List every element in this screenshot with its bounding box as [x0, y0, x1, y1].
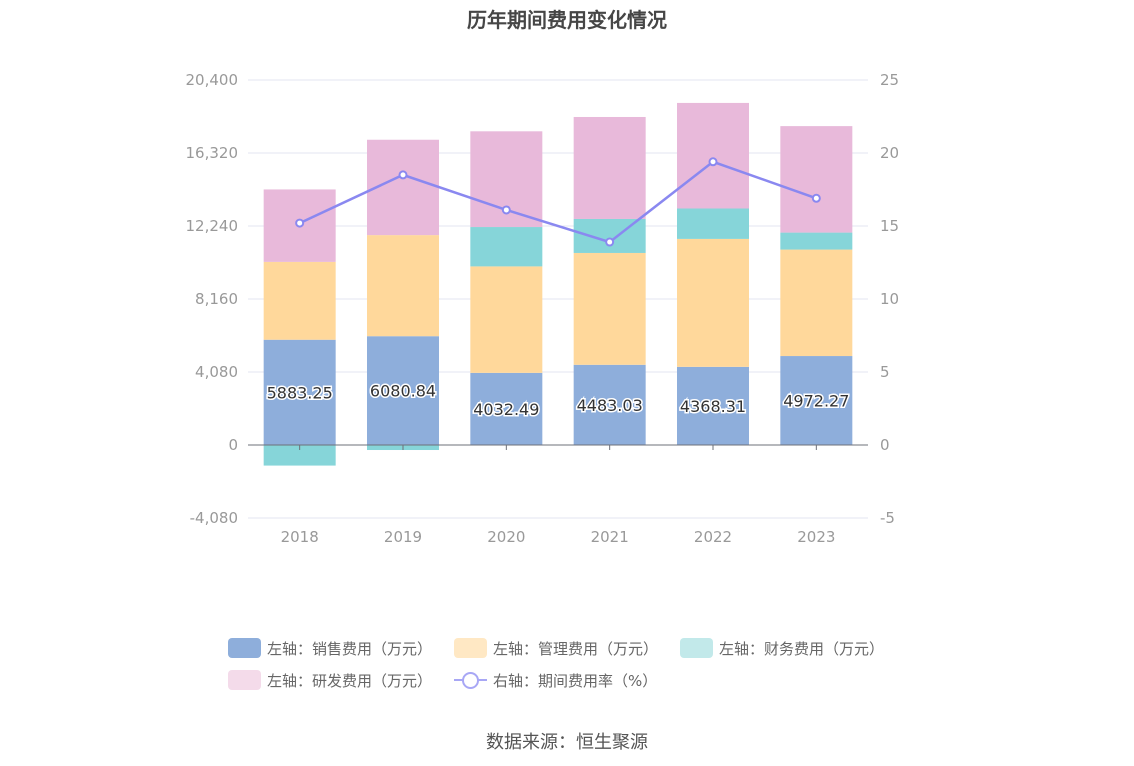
right-axis-tick-label: -5: [880, 509, 895, 527]
data-source-note: 数据来源：恒生聚源: [486, 732, 648, 753]
bar-admin-2021: [573, 252, 646, 365]
legend-item-finance[interactable]: 左轴：财务费用（万元）: [680, 638, 884, 659]
left-axis-tick-label: -4,080: [190, 509, 238, 527]
legend: 左轴：销售费用（万元） 左轴：管理费用（万元） 左轴：财务费用（万元） 左轴：研…: [228, 632, 928, 696]
expense-ratio-point: [811, 193, 821, 203]
bar-finance-2022: [677, 208, 749, 239]
bar-data-label: 4972.27: [783, 392, 849, 411]
bar-admin-2018: [263, 261, 336, 340]
bar-sales-2021: [573, 364, 646, 445]
bar-data-label: 4483.03: [577, 396, 643, 415]
legend-swatch-admin: [454, 638, 488, 658]
right-axis-tick-label: 20: [880, 144, 899, 162]
left-axis-tick-label: 4,080: [195, 363, 238, 381]
x-axis-tick-label: 2023: [797, 528, 835, 546]
legend-swatch-finance: [680, 638, 714, 658]
x-axis-tick-label: 2018: [281, 528, 319, 546]
x-axis-tick-label: 2020: [487, 528, 525, 546]
bar-sales-2020: [470, 372, 543, 445]
legend-item-rnd[interactable]: 左轴：研发费用（万元）: [228, 670, 432, 691]
bar-finance-2023: [780, 232, 853, 250]
bar-sales-2018: [263, 339, 336, 445]
legend-swatch-sales: [228, 638, 261, 658]
expense-ratio-point: [295, 218, 305, 228]
legend-label-expense-ratio: 右轴：期间费用率（%）: [493, 671, 658, 690]
x-axis-tick-label: 2022: [694, 528, 732, 546]
right-axis-tick-label: 5: [880, 363, 890, 381]
expense-ratio-line: [299, 160, 817, 244]
expense-ratio-point: [708, 157, 718, 167]
legend-item-expense-ratio[interactable]: 右轴：期间费用率（%）: [454, 670, 657, 691]
bar-data-label: 4368.31: [680, 397, 746, 416]
bar-admin-2023: [780, 249, 853, 357]
left-axis-tick-label: 0: [228, 436, 238, 454]
bar-data-label: 4032.49: [473, 400, 539, 419]
legend-label-rnd: 左轴：研发费用（万元）: [267, 671, 433, 690]
right-axis-tick-label: 10: [880, 290, 899, 308]
legend-label-sales: 左轴：销售费用（万元）: [267, 639, 433, 658]
right-axis-tick-label: 0: [880, 436, 890, 454]
legend-label-finance: 左轴：财务费用（万元）: [719, 639, 885, 658]
expense-ratio-point: [605, 237, 615, 247]
bar-rnd-2022: [677, 102, 749, 209]
left-axis-tick-label: 20,400: [186, 71, 239, 89]
bar-finance-2018: [263, 445, 336, 466]
bar-sales-2022: [677, 366, 749, 445]
bar-admin-2020: [470, 266, 543, 373]
expense-ratio-point: [501, 205, 511, 215]
x-axis-tick-label: 2021: [591, 528, 629, 546]
bar-data-label: 5883.25: [267, 383, 333, 402]
legend-swatch-rnd: [228, 670, 261, 690]
bar-sales-2019: [367, 336, 439, 445]
left-axis-tick-label: 16,320: [186, 144, 239, 162]
x-axis-tick-label: 2019: [384, 528, 422, 546]
bar-data-label: 6080.84: [370, 382, 436, 401]
right-axis-tick-label: 15: [880, 217, 899, 235]
expense-ratio-point: [398, 170, 408, 180]
left-axis-tick-label: 12,240: [186, 217, 239, 235]
right-axis-tick-label: 25: [880, 71, 899, 89]
left-axis-tick-label: 8,160: [195, 290, 238, 308]
chart-title: 历年期间费用变化情况: [467, 8, 667, 32]
bar-rnd-2021: [573, 116, 646, 219]
legend-item-admin[interactable]: 左轴：管理费用（万元）: [454, 638, 658, 659]
legend-line-marker-icon: [454, 670, 488, 690]
legend-label-admin: 左轴：管理费用（万元）: [493, 639, 659, 658]
bar-admin-2019: [367, 235, 439, 337]
bar-sales-2023: [780, 356, 853, 445]
bar-admin-2022: [677, 238, 749, 367]
bar-finance-2021: [573, 218, 646, 253]
legend-item-sales[interactable]: 左轴：销售费用（万元）: [228, 638, 432, 659]
bar-rnd-2023: [780, 126, 853, 233]
bar-finance-2020: [470, 227, 543, 267]
